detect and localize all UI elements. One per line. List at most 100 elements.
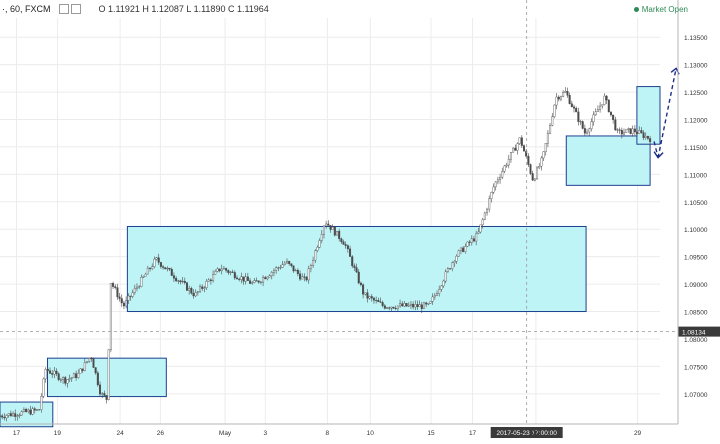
candle-body [588, 128, 591, 133]
candle-body [22, 409, 25, 412]
candle-body [536, 167, 539, 180]
candle-body [390, 306, 393, 309]
candle-body [277, 267, 280, 269]
candle-body [427, 303, 430, 305]
candle-body [314, 250, 317, 261]
candle-body [57, 373, 60, 380]
candle-body [431, 296, 434, 302]
candle-body [627, 128, 630, 130]
status-dot-icon [633, 7, 639, 12]
rectangle-annotations[interactable] [0, 86, 661, 428]
candle-body [633, 128, 636, 133]
candle-body [114, 286, 117, 288]
candle-body [257, 280, 260, 283]
candle-body [438, 289, 441, 294]
candle-body [429, 301, 432, 304]
candle-body [490, 192, 493, 199]
candle-body [216, 268, 219, 272]
candle-body [646, 135, 649, 139]
candle-body [14, 413, 17, 417]
candle-body [366, 292, 369, 299]
y-tick-label: 1.11500 [684, 145, 707, 152]
candle-body [185, 282, 188, 291]
time-label-bg [490, 427, 563, 438]
range-box[interactable] [47, 357, 167, 398]
candle-body [44, 369, 47, 380]
candle-body [151, 266, 154, 269]
candle-body [170, 268, 173, 276]
x-tick-label: 15 [427, 430, 435, 437]
candle-body [351, 256, 354, 267]
candle-body [349, 248, 352, 257]
candle-body [242, 276, 245, 282]
candle-body [325, 223, 328, 227]
candle-body [81, 368, 84, 371]
chart-header: ·, 60, FXCM O 1.11921 H 1.12087 L 1.1189… [2, 4, 269, 14]
candle-body [103, 393, 106, 396]
candle-body [109, 283, 112, 350]
crosshair-price-label: 1.08134 [682, 330, 706, 337]
candle-body [538, 166, 541, 169]
candle-body [464, 246, 467, 252]
header-buttons [58, 4, 81, 14]
candle-body [433, 295, 436, 298]
x-tick-label: 10 [367, 430, 375, 437]
y-tick-label: 1.09000 [684, 282, 708, 289]
candle-body [264, 277, 267, 280]
candle-body [616, 129, 619, 131]
range-box[interactable] [565, 135, 651, 186]
y-tick-label: 1.09500 [684, 255, 708, 262]
candle-body [220, 268, 223, 272]
candle-body [551, 116, 554, 126]
candle-body [192, 292, 195, 297]
x-tick-label: 24 [117, 430, 125, 437]
x-tick-label: 29 [634, 430, 642, 437]
candle-body [381, 302, 384, 306]
candle-body [181, 280, 184, 283]
candle-body [70, 377, 73, 379]
hide-box-icon[interactable] [70, 4, 81, 14]
candle-body [179, 280, 182, 283]
candle-body [403, 303, 406, 307]
candle-body [3, 416, 6, 419]
settings-box-icon[interactable] [58, 4, 69, 14]
candle-body [623, 132, 626, 135]
candle-body [599, 105, 602, 110]
candle-body [194, 292, 197, 297]
candle-body [573, 106, 576, 109]
candle-body [546, 132, 549, 144]
candle-body [512, 147, 515, 153]
candle-body [440, 285, 443, 290]
candle-body [383, 305, 386, 309]
x-tick-label: 26 [157, 430, 165, 437]
candle-body [575, 108, 578, 113]
candle-body [407, 304, 410, 307]
candle-body [377, 300, 380, 303]
candle-body [353, 265, 356, 268]
candle-body [0, 415, 2, 417]
candle-body [466, 241, 469, 247]
candle-body [625, 129, 628, 133]
candle-body [346, 245, 349, 250]
x-tick-label: 8 [326, 430, 330, 437]
candle-body [412, 303, 415, 308]
candle-body [479, 224, 482, 233]
candle-body [29, 409, 32, 415]
candle-body [344, 244, 347, 246]
candle-body [155, 257, 158, 260]
candle-body [94, 367, 97, 374]
candle-body [246, 276, 249, 281]
y-tick-label: 1.13000 [684, 63, 708, 70]
candle-body [416, 304, 419, 307]
symbol-label: ·, 60, FXCM [2, 4, 51, 14]
candle-body [205, 281, 208, 288]
candle-body [20, 411, 23, 416]
candle-body [320, 234, 323, 241]
candle-body [568, 95, 571, 104]
range-box[interactable] [636, 86, 661, 145]
candle-body [451, 262, 454, 269]
candle-body [190, 288, 193, 294]
candle-body [38, 409, 41, 411]
